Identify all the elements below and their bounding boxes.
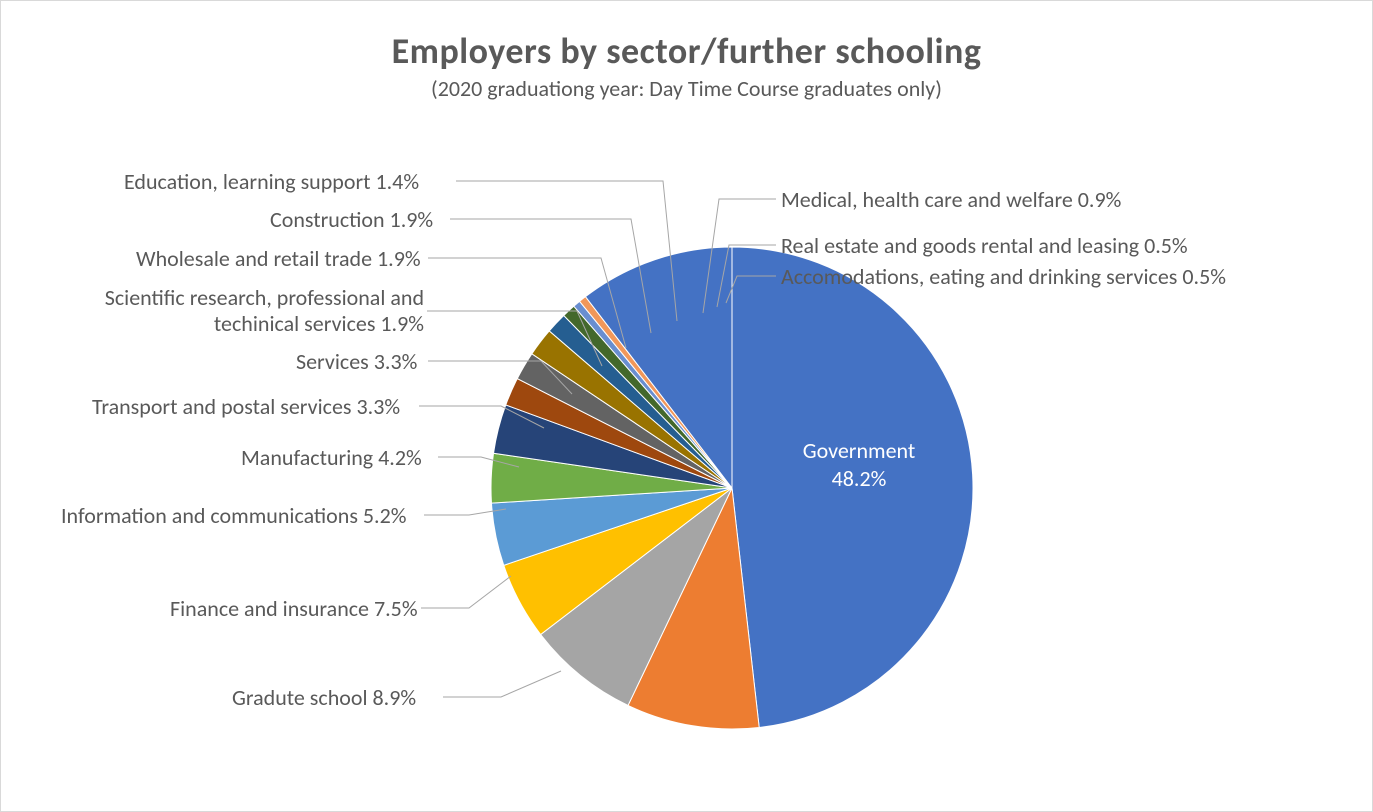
label-scientific-research-text: Scientific research, professional and te…	[105, 284, 424, 337]
label-education-support: Education, learning support 1.4%	[124, 169, 419, 195]
slice-government	[732, 247, 973, 727]
label-graduate-school: Gradute school 8.9%	[232, 685, 416, 711]
pie-chart: Government 48.2%	[491, 247, 973, 729]
label-transport-postal: Transport and postal services 3.3%	[92, 394, 400, 420]
label-medical-welfare: Medical, health care and welfare 0.9%	[781, 187, 1121, 213]
label-scientific-research: Scientific research, professional and te…	[74, 285, 424, 338]
label-finance-insurance: Finance and insurance 7.5%	[170, 596, 418, 622]
chart-container: Employers by sector/further schooling (2…	[0, 0, 1373, 812]
label-accommodations: Accomodations, eating and drinking servi…	[781, 264, 1226, 290]
label-real-estate: Real estate and goods rental and leasing…	[781, 233, 1188, 259]
title-block: Employers by sector/further schooling (2…	[1, 29, 1372, 102]
chart-subtitle: (2020 graduationg year: Day Time Course …	[1, 75, 1372, 102]
label-info-communications: Information and communications 5.2%	[61, 503, 407, 529]
label-wholesale-retail: Wholesale and retail trade 1.9%	[136, 246, 421, 272]
label-manufacturing: Manufacturing 4.2%	[241, 445, 422, 471]
label-services: Services 3.3%	[296, 349, 417, 375]
label-construction: Construction 1.9%	[270, 207, 433, 233]
chart-title: Employers by sector/further schooling	[1, 29, 1372, 73]
